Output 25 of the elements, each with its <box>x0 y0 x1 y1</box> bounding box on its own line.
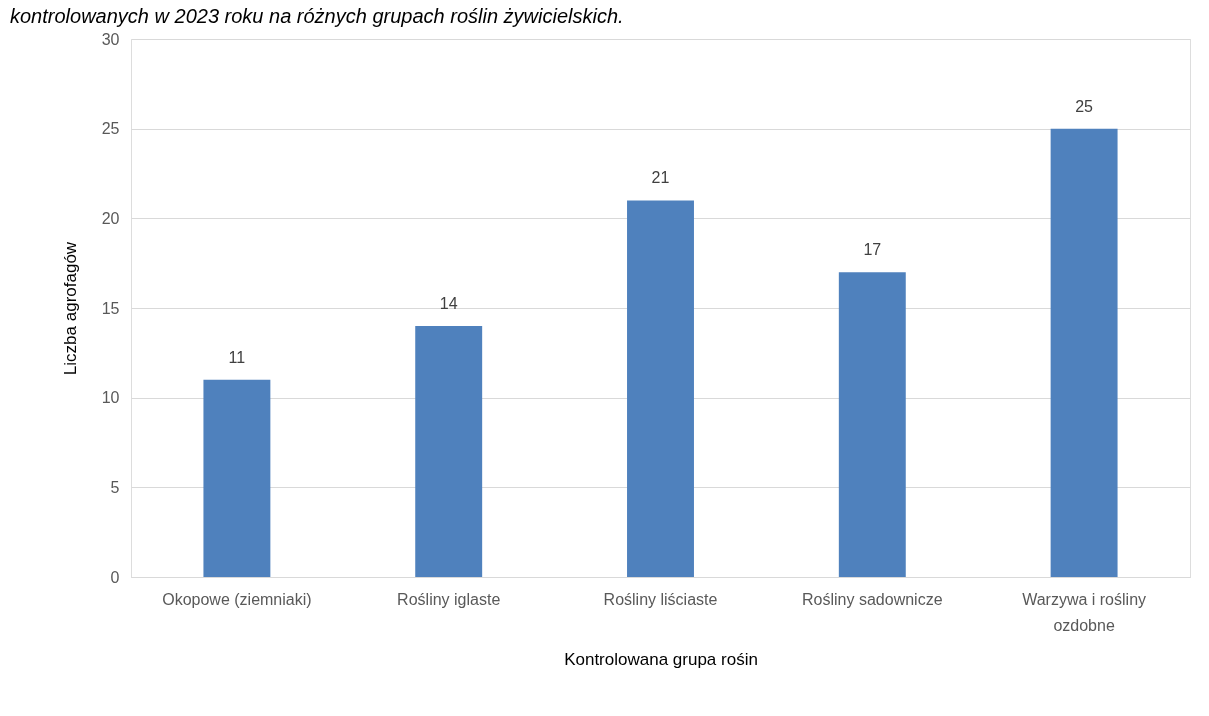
data-label: 25 <box>1075 97 1094 115</box>
bar <box>203 379 271 577</box>
data-label: 14 <box>439 294 458 312</box>
data-label: 11 <box>228 348 246 366</box>
bar <box>627 200 694 577</box>
x-tick-label: Warzywa i rośliny ozdobne <box>1022 590 1147 634</box>
y-tick-label: 20 <box>101 209 120 227</box>
bar <box>415 325 483 577</box>
x-tick-label: Rośliny iglaste <box>397 590 501 608</box>
x-tick-label: Rośliny liściaste <box>603 590 718 608</box>
chart-title: kontrolowanych w 2023 roku na różnych grupach roślin żywicielskich. <box>10 5 624 27</box>
data-label: 21 <box>651 169 670 187</box>
y-tick-label: 30 <box>101 30 120 48</box>
y-tick-label: 10 <box>101 389 120 407</box>
y-tick-label: 0 <box>110 568 120 586</box>
x-tick-label: Rośliny sadownicze <box>802 590 943 608</box>
bar <box>838 272 906 577</box>
data-label: 17 <box>863 241 882 259</box>
y-axis-title: Liczba agrofagów <box>60 241 80 376</box>
x-tick-label: Okopowe (ziemniaki) <box>162 590 312 608</box>
y-tick-label: 25 <box>101 120 120 138</box>
y-tick-label: 5 <box>110 478 120 496</box>
y-tick-label: 15 <box>101 299 120 317</box>
bar <box>1050 128 1118 577</box>
x-axis-title: Kontrolowana grupa rośin <box>564 649 758 669</box>
